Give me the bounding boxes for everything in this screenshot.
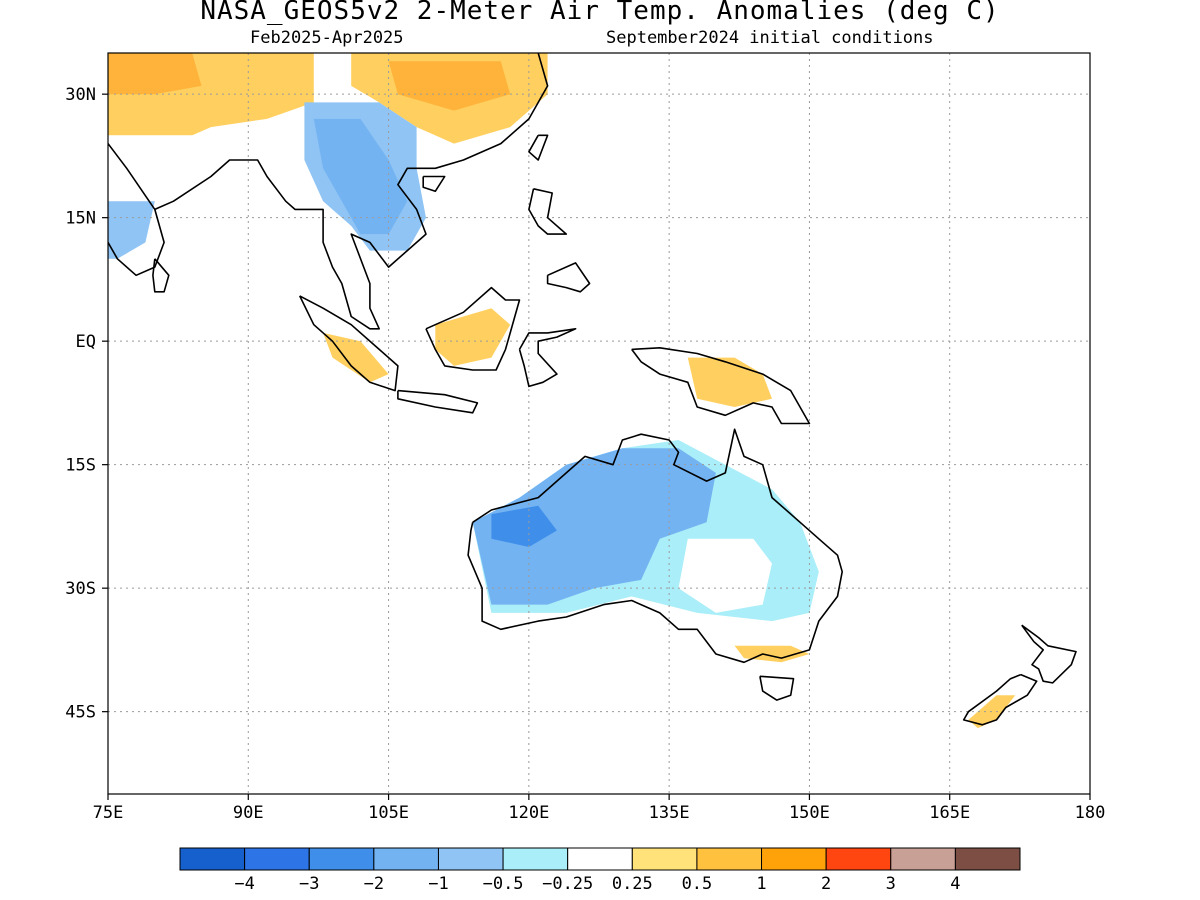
coastline-luzon (528, 188, 568, 235)
coastline-bay-of-bengal-coast (154, 53, 549, 330)
colorbar-label: −2 (364, 874, 384, 894)
colorbar-swatch (567, 847, 633, 871)
lon-tick-label: 90E (233, 803, 264, 823)
coastline-new-guinea (631, 346, 811, 425)
anomaly-region-australia-cool (472, 448, 716, 605)
coastline-nz-north-island (1021, 624, 1077, 684)
colorbar-swatch (696, 847, 763, 871)
anomaly-region-tibet-warm-core (108, 53, 202, 95)
lon-tick-label: 165E (929, 803, 970, 823)
coastline-australia (467, 428, 844, 664)
colorbar-label: 0.25 (612, 874, 653, 894)
plot-area (107, 52, 1091, 795)
coastline-asia-mainland (108, 143, 165, 277)
anomaly-region-china-warm-core (388, 61, 511, 111)
lon-tick-label: 120E (508, 803, 549, 823)
coastline-sulawesi (518, 327, 577, 388)
colorbar-label: −4 (234, 874, 254, 894)
lon-tick-label: 105E (368, 803, 409, 823)
colorbar-swatch (502, 847, 569, 871)
map-title: NASA_GEOS5v2 2-Meter Air Temp. Anomalies… (200, 0, 1000, 26)
coastline-taiwan (528, 134, 549, 161)
coastline-java (397, 389, 479, 414)
coastlines (108, 53, 1077, 726)
coastline-mindanao (546, 262, 591, 293)
colorbar-swatch (373, 847, 439, 871)
lon-tick-label: 75E (93, 803, 124, 823)
colorbar-label: −3 (299, 874, 319, 894)
initial-conditions: September2024 initial conditions (606, 28, 934, 48)
anomaly-region-australia-east-white (678, 538, 772, 613)
coastline-tasmania (759, 675, 795, 701)
anomaly-region-sumatra-warm (323, 332, 389, 383)
lon-tick-label: 150E (789, 803, 830, 823)
colorbar-label: −1 (428, 874, 448, 894)
plot-frame (107, 52, 1091, 795)
grid-lines (108, 53, 1090, 794)
anomaly-region-borneo-warm (435, 308, 511, 366)
colorbar-swatch (437, 847, 504, 871)
lat-tick-label: 15N (65, 209, 96, 229)
axis-ticks: 75E 90E 105E 120E 135E 150E 165E 180 30N 15N EQ 15S… (65, 85, 1105, 823)
anomaly-shading (108, 53, 1016, 729)
plot-background (108, 53, 1090, 794)
colorbar-label: 4 (950, 874, 960, 894)
colorbar-swatch (954, 847, 1021, 871)
colorbar-label: 0.5 (682, 874, 713, 894)
colorbar-swatch (761, 847, 827, 871)
colorbar-swatch (825, 847, 892, 871)
anomaly-region-southeast-asia-cool-core (313, 118, 408, 235)
forecast-period: Feb2025-Apr2025 (250, 28, 404, 48)
coastline-nz-south-island (962, 673, 1038, 726)
anomaly-region-australia-cool-core (491, 505, 557, 547)
colorbar-label: 1 (756, 874, 766, 894)
coastline-hainan (422, 175, 446, 193)
coastline-borneo (425, 286, 521, 371)
colorbar-label: −0.5 (483, 874, 524, 894)
lon-tick-label: 180 (1075, 803, 1106, 823)
lat-tick-label: 15S (65, 456, 96, 476)
colorbar-swatch (179, 847, 246, 871)
lat-tick-label: 30S (65, 579, 96, 599)
lon-tick-label: 135E (649, 803, 690, 823)
lat-tick-label: EQ (76, 332, 96, 352)
colorbar-swatch (244, 847, 310, 871)
coastline-sri-lanka (152, 258, 170, 293)
colorbar-swatch (890, 847, 956, 871)
lat-tick-label: 45S (65, 703, 96, 723)
coastline-sumatra (298, 295, 399, 392)
anomaly-region-india-cool (108, 201, 155, 259)
lat-tick-label: 30N (65, 85, 96, 105)
colorbar: −4 −3 −2 −1 −0.5 −0.25 0.25 0.5 1 2 3 4 (179, 847, 1021, 894)
colorbar-label: 2 (821, 874, 831, 894)
colorbar-swatch (631, 847, 698, 871)
colorbar-label: −0.25 (542, 874, 593, 894)
colorbar-swatch (308, 847, 375, 871)
colorbar-label: 3 (886, 874, 896, 894)
